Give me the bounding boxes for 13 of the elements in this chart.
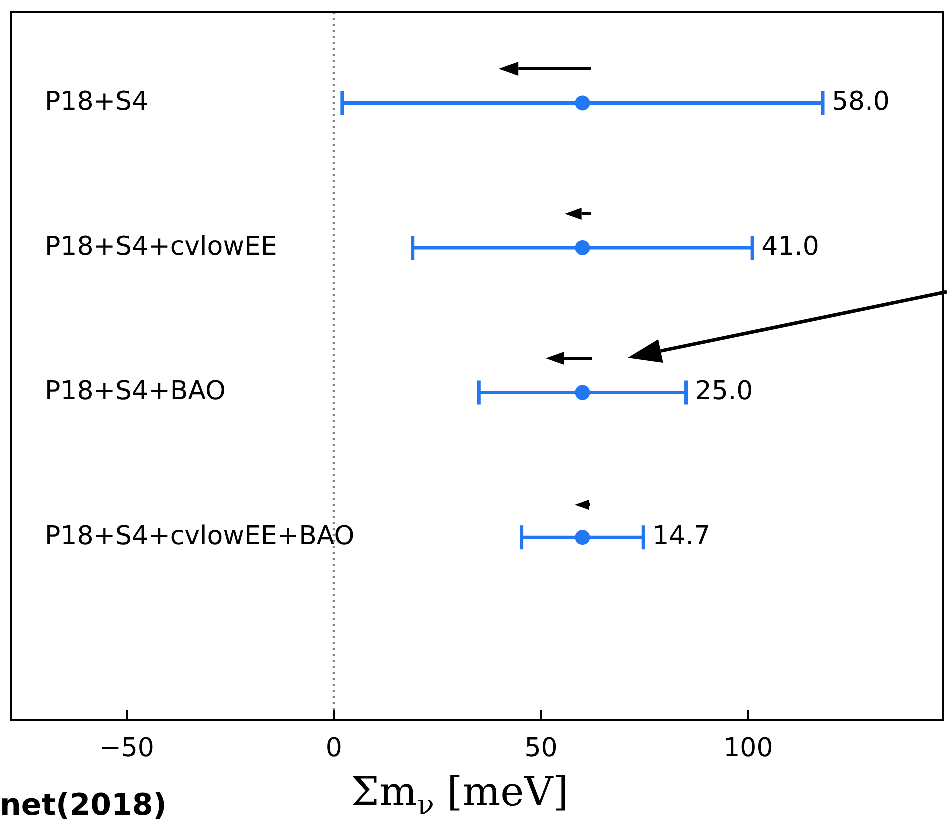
y-tick-label: P18+S4+BAO [45,376,226,407]
annotation: 58.0 [832,86,890,117]
annotation: 25.0 [695,376,754,407]
annotation: 41.0 [762,232,820,262]
x-tick-label: 50 [524,733,558,764]
y-tick-label: P18+S4 [45,86,149,117]
y-tick-label: P18+S4+cvlowEE [45,232,278,262]
text: net(2018) [0,788,167,819]
x-tick-label: −50 [100,733,154,764]
x-tick-label: 0 [326,733,342,764]
x-tick-label: 100 [724,733,774,764]
annotation: 14.7 [652,521,711,552]
y-tick-label: P18+S4+cvlowEE+BAO [45,521,355,552]
